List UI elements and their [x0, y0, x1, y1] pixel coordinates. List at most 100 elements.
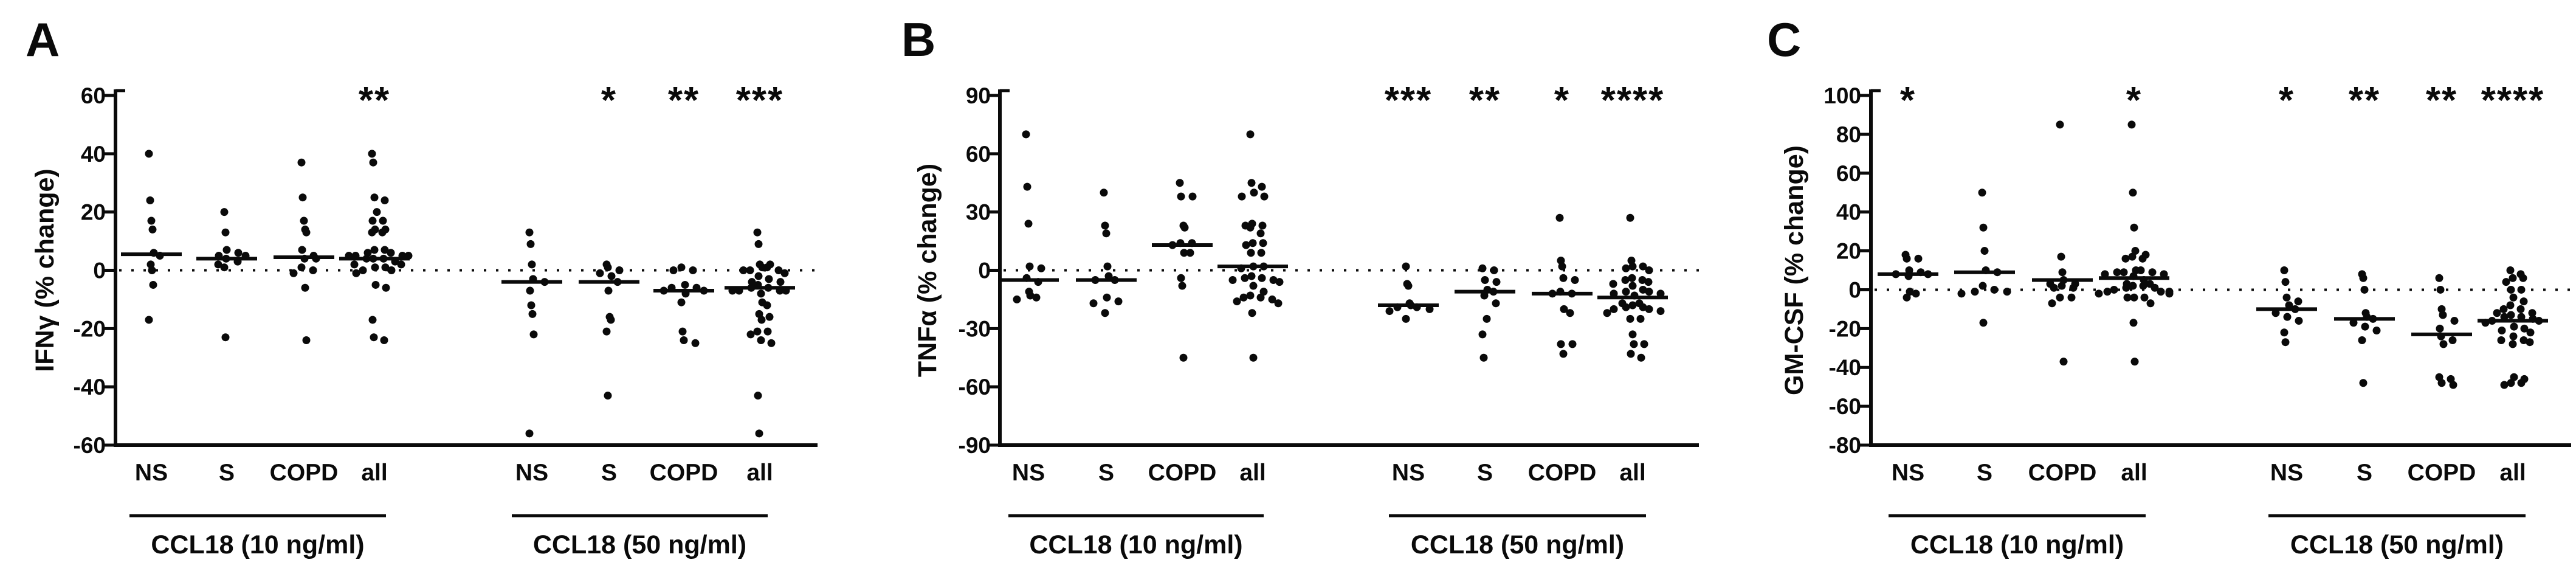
data-point: [2285, 301, 2293, 310]
data-point: [1568, 340, 1577, 348]
y-tick-label: 60: [1836, 161, 1861, 186]
y-tick-label: -60: [1829, 394, 1861, 419]
data-point: [2509, 274, 2517, 282]
data-point: [2517, 379, 2526, 387]
significance-stars: *: [1554, 80, 1570, 122]
data-point: [2129, 319, 2138, 327]
data-point: [1626, 314, 1634, 323]
data-point: [2510, 322, 2518, 331]
data-point: [2139, 282, 2147, 290]
data-point: [289, 269, 298, 277]
data-point: [1628, 274, 1636, 282]
data-point: [2271, 309, 2280, 317]
group-label: all: [2121, 460, 2147, 486]
data-point: [2146, 299, 2155, 308]
data-point: [1490, 266, 1498, 274]
data-point: [1621, 275, 1630, 284]
data-point: [1656, 289, 1665, 298]
data-point: [2095, 289, 2103, 298]
data-point: [1402, 314, 1410, 323]
data-point: [527, 301, 536, 310]
y-tick-label: 60: [81, 83, 106, 108]
data-point: [2048, 299, 2056, 308]
data-point: [2050, 283, 2058, 292]
data-point: [1100, 189, 1108, 197]
data-point: [2294, 297, 2302, 306]
group-label: S: [219, 460, 235, 486]
data-point: [387, 249, 395, 257]
data-point: [1023, 182, 1031, 191]
data-point: [1645, 288, 1653, 296]
data-point: [302, 336, 311, 344]
data-point: [2140, 293, 2149, 302]
y-tick-label: -40: [74, 375, 106, 400]
data-point: [371, 280, 380, 289]
data-point: [381, 263, 390, 272]
group-label: all: [361, 460, 387, 486]
y-axis-title: IFNγ (% change): [30, 168, 60, 372]
data-point: [1176, 179, 1184, 187]
data-point: [1257, 249, 1266, 257]
data-point: [1912, 289, 1920, 298]
data-point: [754, 272, 763, 280]
data-point: [1903, 293, 1911, 302]
data-point: [2123, 293, 2132, 302]
data-point: [2103, 288, 2112, 296]
data-point: [1250, 189, 1258, 197]
data-point: [615, 266, 624, 274]
data-point: [397, 260, 405, 269]
data-point: [1269, 275, 1278, 284]
data-point: [1656, 307, 1665, 316]
data-point: [2129, 282, 2137, 290]
data-point: [1259, 288, 1268, 296]
data-point: [2436, 285, 2445, 294]
data-point: [2372, 327, 2381, 335]
group-label: COPD: [270, 460, 339, 486]
significance-stars: **: [2349, 80, 2380, 122]
data-point: [145, 150, 153, 158]
data-point: [765, 275, 773, 283]
data-point: [757, 289, 765, 298]
data-point: [1645, 305, 1653, 313]
y-tick-label: -30: [959, 316, 991, 341]
data-point: [1627, 350, 1635, 358]
data-point: [2120, 268, 2128, 277]
data-point: [2500, 381, 2509, 389]
data-point: [1024, 220, 1033, 228]
data-point: [2281, 338, 2290, 347]
data-point: [1628, 282, 1637, 290]
data-point: [1241, 274, 1249, 282]
data-point: [1622, 264, 1630, 272]
data-point: [1258, 221, 1267, 230]
data-point: [529, 330, 538, 339]
data-point: [2056, 120, 2064, 129]
data-point: [602, 327, 611, 336]
data-point: [2499, 305, 2508, 313]
condition-label: CCL18 (50 ng/ml): [1411, 530, 1624, 559]
data-point: [2519, 274, 2527, 282]
data-point: [754, 392, 762, 400]
data-point: [765, 313, 774, 321]
data-point: [2498, 327, 2506, 335]
data-point: [222, 246, 231, 254]
data-point: [2056, 293, 2064, 302]
y-tick-label: 0: [978, 258, 991, 283]
data-point: [1180, 249, 1188, 257]
y-tick-label: 40: [1836, 200, 1861, 225]
significance-stars: *: [2279, 80, 2295, 122]
data-point: [1179, 353, 1188, 362]
data-point: [1905, 266, 1913, 274]
data-point: [2439, 340, 2448, 348]
data-point: [381, 246, 389, 254]
data-point: [2058, 282, 2066, 290]
data-point: [1102, 229, 1111, 238]
significance-stars: **: [2426, 80, 2457, 122]
data-point: [2435, 274, 2443, 282]
data-point: [2151, 283, 2159, 292]
data-point: [1013, 295, 1021, 303]
data-point: [379, 216, 387, 225]
data-point: [2500, 313, 2509, 321]
data-point: [1404, 282, 1413, 290]
data-point: [1978, 282, 1987, 290]
data-point: [1560, 305, 1568, 313]
